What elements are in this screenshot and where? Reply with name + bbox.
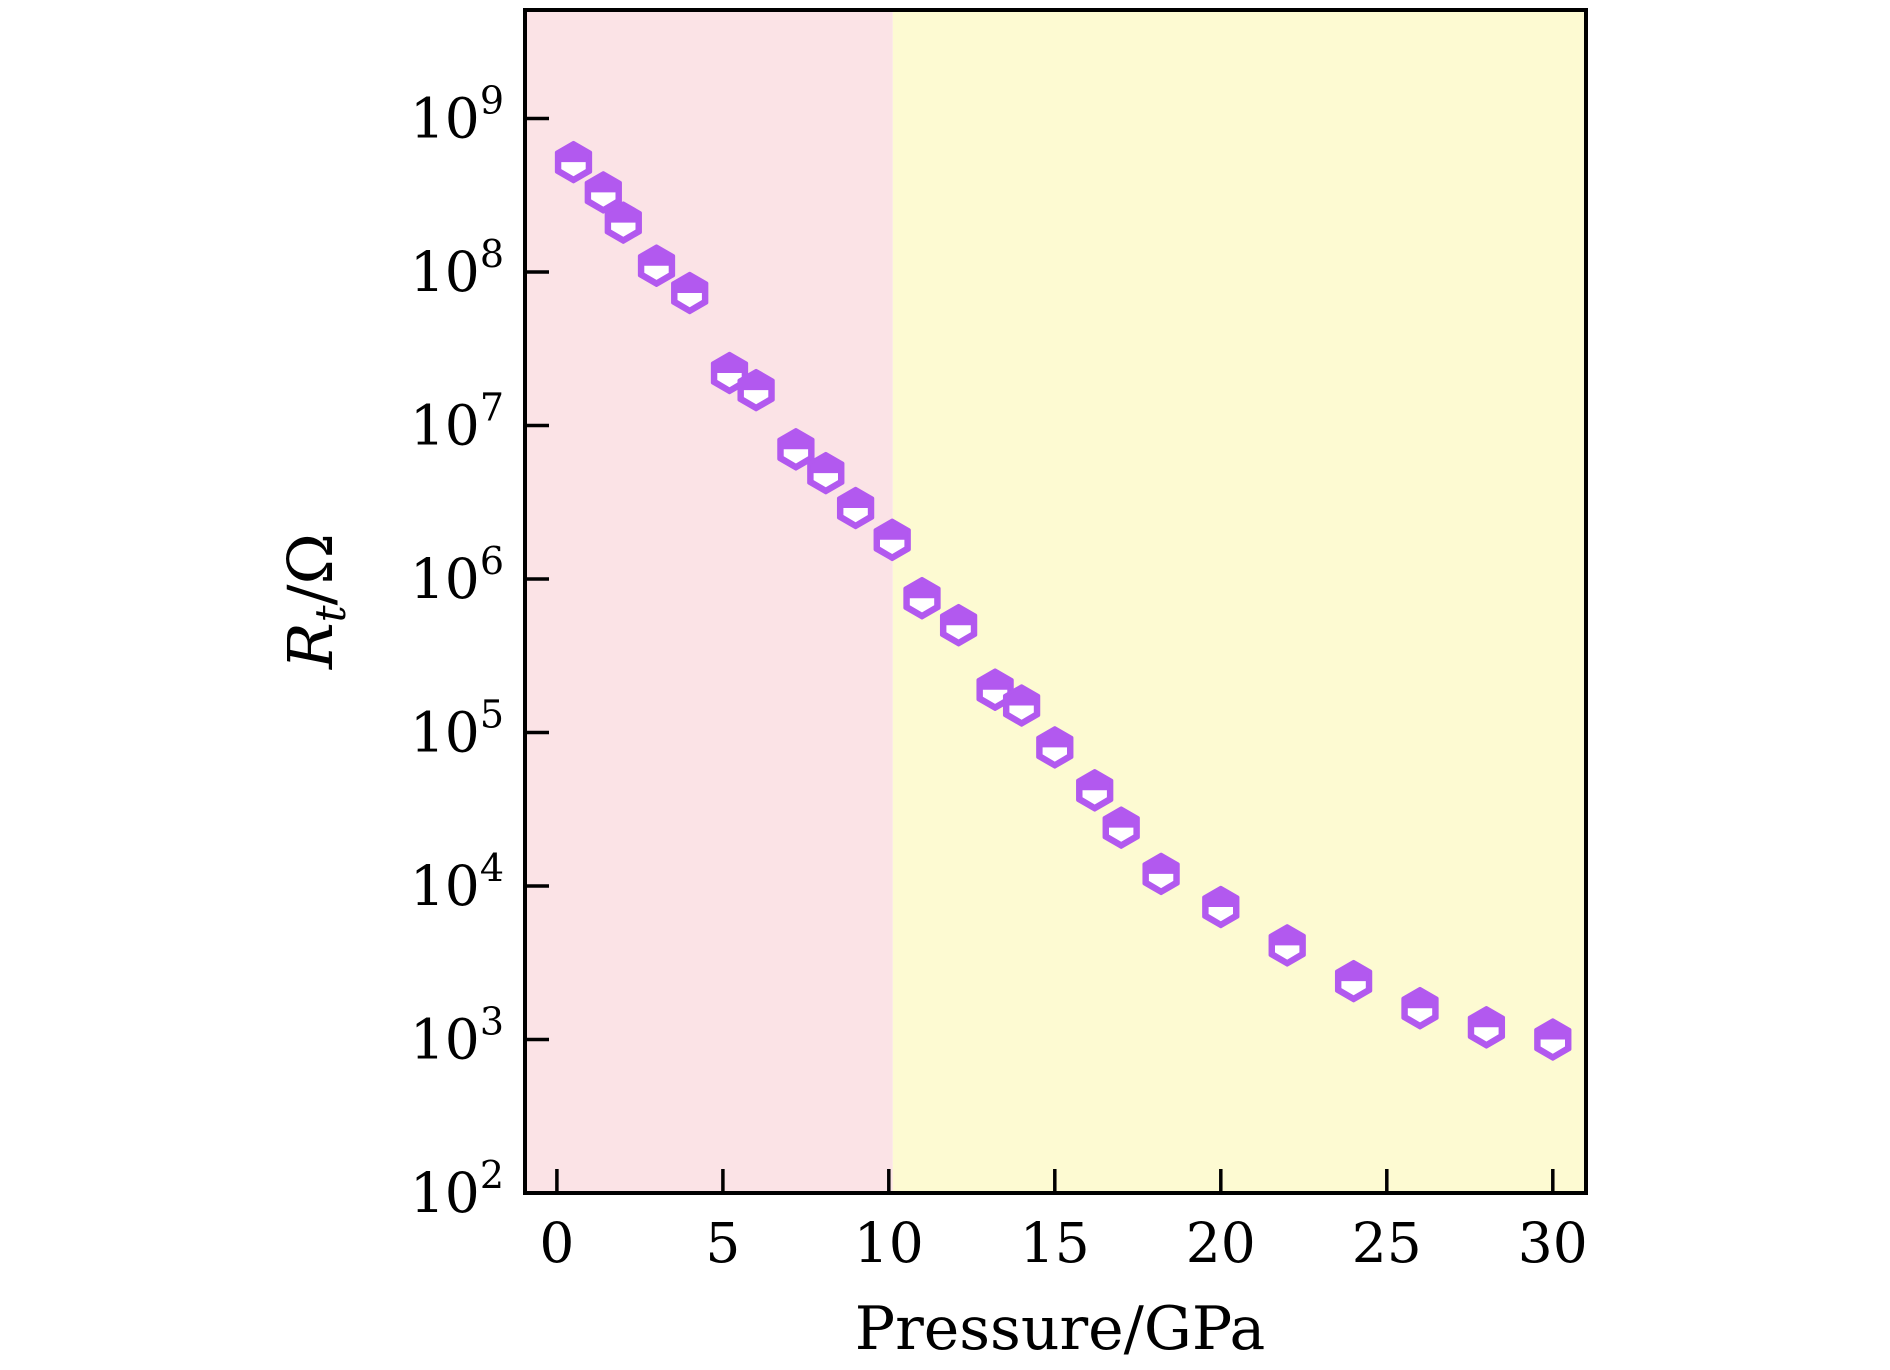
data-point xyxy=(939,603,978,647)
y-tick-label: 109 xyxy=(410,79,504,151)
data-point xyxy=(1334,959,1373,1003)
data-point xyxy=(1002,684,1041,727)
x-tick-label: 25 xyxy=(1352,1211,1422,1275)
y-tick-label: 106 xyxy=(410,539,504,611)
data-point xyxy=(1534,1018,1572,1061)
data-point xyxy=(1142,852,1180,896)
hexagon-marker-lower-half xyxy=(1082,790,1107,805)
data-point xyxy=(1036,726,1074,769)
plot-frame xyxy=(523,8,1588,1195)
x-tick-label: 10 xyxy=(854,1211,924,1275)
data-point xyxy=(1268,924,1306,967)
data-point xyxy=(1202,885,1240,929)
y-tick-label: 102 xyxy=(410,1153,504,1225)
hexagon-marker-lower-half xyxy=(880,539,905,554)
data-point xyxy=(903,576,941,620)
hexagon-marker-lower-half xyxy=(717,373,742,388)
data-point xyxy=(584,171,622,214)
data-point xyxy=(807,451,845,495)
data-point xyxy=(1076,769,1114,812)
pink-phase-region xyxy=(525,10,893,1193)
data-point xyxy=(737,368,775,412)
x-tick-label: 0 xyxy=(539,1211,574,1275)
y-axis-label: Rt/Ω xyxy=(274,533,355,670)
hexagon-marker-lower-half xyxy=(783,449,809,464)
data-point xyxy=(836,486,875,530)
data-point xyxy=(1401,986,1439,1030)
data-point xyxy=(1467,1006,1506,1049)
hexagon-marker-lower-half xyxy=(909,598,935,613)
data-point xyxy=(777,428,815,471)
hexagon-marker-lower-half xyxy=(1109,827,1134,842)
hexagon-marker-lower-half xyxy=(1148,873,1174,889)
y-tick-label: 107 xyxy=(410,386,504,458)
hexagon-marker-lower-half xyxy=(591,192,616,207)
hexagon-marker-lower-half xyxy=(982,689,1008,704)
y-tick-label: 108 xyxy=(410,232,504,304)
x-tick-label: 15 xyxy=(1020,1211,1090,1275)
hexagon-marker-lower-half xyxy=(1208,907,1233,922)
data-point xyxy=(604,201,642,244)
data-point xyxy=(554,140,593,184)
y-tick-label: 103 xyxy=(410,1000,504,1072)
hexagon-marker-lower-half xyxy=(1540,1039,1565,1054)
hexagon-marker-lower-half xyxy=(1009,705,1034,720)
y-tick-label: 104 xyxy=(410,846,504,918)
yellow-phase-region xyxy=(892,10,1586,1193)
hexagon-marker-lower-half xyxy=(946,625,971,640)
x-tick-label: 20 xyxy=(1186,1211,1256,1275)
y-tick-label: 105 xyxy=(410,693,504,765)
x-tick-label: 5 xyxy=(705,1211,740,1275)
data-point xyxy=(1102,806,1140,849)
x-axis-label: Pressure/GPa xyxy=(855,1294,1266,1364)
hexagon-marker-lower-half xyxy=(644,265,669,280)
hexagon-marker-lower-half xyxy=(611,222,636,237)
hexagon-marker-lower-half xyxy=(1042,747,1067,762)
data-point xyxy=(671,271,709,315)
data-point xyxy=(637,244,676,287)
data-point xyxy=(873,518,911,562)
hexagon-marker-lower-half xyxy=(743,390,769,405)
hexagon-marker-lower-half xyxy=(1474,1027,1499,1042)
x-tick-label: 30 xyxy=(1518,1211,1588,1275)
hexagon-marker-lower-half xyxy=(561,162,586,177)
hexagon-marker-lower-half xyxy=(1341,981,1366,996)
hexagon-marker-lower-half xyxy=(843,508,868,523)
hexagon-marker-lower-half xyxy=(1407,1008,1433,1023)
hexagon-marker-lower-half xyxy=(813,473,838,488)
hexagon-marker-lower-half xyxy=(1275,945,1300,960)
hexagon-marker-lower-half xyxy=(677,293,702,308)
